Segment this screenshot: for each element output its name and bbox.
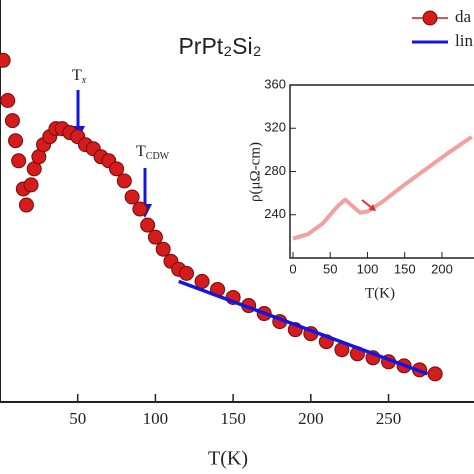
inset-x-tick-label: 0: [289, 261, 296, 276]
inset-frame: [289, 84, 474, 259]
annotation-base: T: [136, 143, 146, 160]
data-point: [147, 229, 163, 245]
inset-x-tick-label: 200: [431, 261, 453, 276]
annotation-base: T: [72, 67, 82, 84]
data-point: [132, 201, 148, 217]
data-point: [18, 197, 34, 213]
data-point: [178, 265, 194, 281]
legend-label: da: [455, 7, 472, 26]
annotation: Tx: [72, 67, 87, 87]
data-point: [116, 173, 132, 189]
data-point: [0, 52, 11, 68]
data-point: [155, 241, 171, 257]
x-tick-label: 50: [69, 409, 86, 428]
inset-y-tick-label: 360: [264, 76, 286, 91]
data-point: [194, 273, 210, 289]
inset-arrow-head: [369, 204, 376, 211]
inset-y-tick-label: 240: [264, 206, 286, 221]
x-tick-label: 200: [298, 409, 324, 428]
curve: [292, 135, 473, 241]
data-point: [8, 133, 24, 149]
x-tick-label: 100: [143, 409, 169, 428]
main-plot: 50 100 150 200 250: [0, 52, 443, 428]
data-point: [427, 366, 443, 382]
inset-x-tick-label: 100: [357, 261, 379, 276]
inset-y-label: ρ(μΩ-cm): [247, 142, 263, 202]
inset-y-tick-label: 320: [264, 120, 286, 135]
data-point: [4, 113, 20, 129]
inset-plot: 0 50 100 150 200 240 280 320 360: [264, 76, 473, 276]
data-point: [0, 93, 16, 108]
legend: da lin: [412, 7, 473, 50]
data-point: [124, 189, 140, 205]
annotation: TCDW: [136, 143, 170, 163]
data-point: [23, 177, 39, 193]
x-axis-label: T(K): [208, 448, 248, 470]
chart-title: PrPt₂Si₂: [178, 33, 261, 59]
annotation-sub: CDW: [146, 151, 170, 162]
data-point: [11, 153, 27, 169]
inset-y-tick-label: 280: [264, 163, 286, 178]
data-point: [140, 217, 156, 233]
legend-marker: [422, 10, 438, 26]
legend-label: lin: [455, 31, 473, 50]
inset-x-label: T(K): [365, 285, 395, 301]
inset-arrow: [361, 199, 373, 209]
x-tick-label: 250: [376, 409, 402, 428]
annotation-sub: x: [81, 75, 87, 86]
data-point: [109, 161, 125, 177]
inset-x-tick-label: 150: [394, 261, 416, 276]
fit-line: [178, 279, 428, 376]
inset-x-tick-label: 50: [323, 261, 337, 276]
x-tick-label: 150: [220, 409, 246, 428]
